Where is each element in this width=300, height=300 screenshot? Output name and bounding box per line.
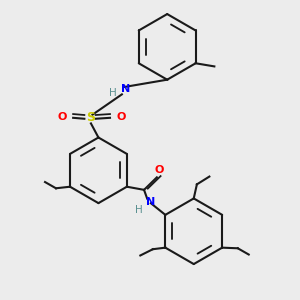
- Text: O: O: [155, 165, 164, 175]
- Text: H: H: [109, 88, 116, 98]
- Text: O: O: [117, 112, 126, 122]
- Text: S: S: [86, 111, 95, 124]
- Text: N: N: [146, 197, 155, 207]
- Text: H: H: [134, 205, 142, 214]
- Text: O: O: [57, 112, 67, 122]
- Text: N: N: [121, 84, 130, 94]
